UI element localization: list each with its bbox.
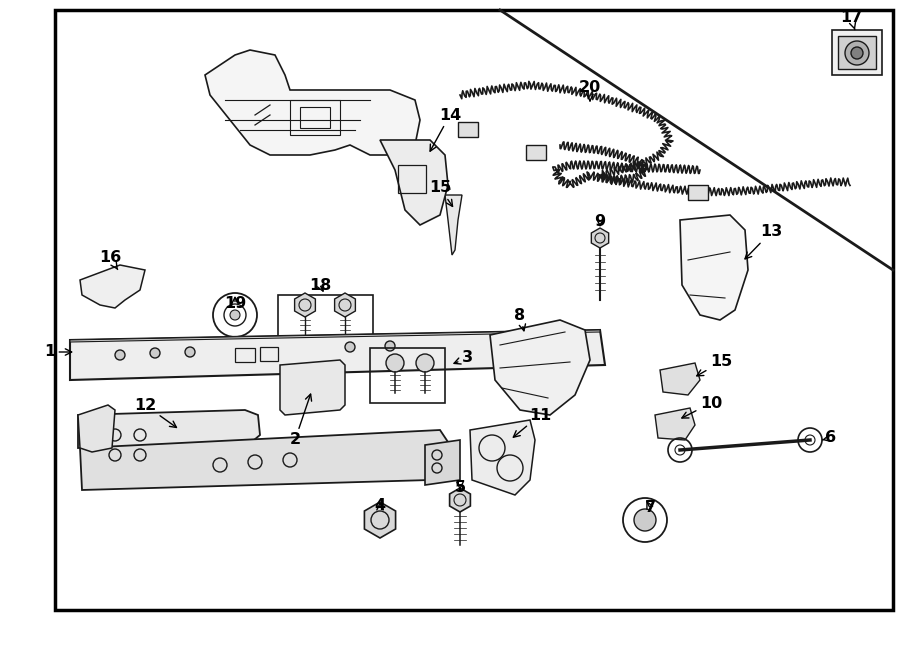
Text: 11: 11 — [513, 407, 551, 437]
Bar — [838, 36, 876, 69]
Text: 9: 9 — [594, 215, 606, 229]
Bar — [526, 145, 546, 160]
Circle shape — [385, 341, 395, 351]
Circle shape — [634, 509, 656, 531]
Text: 20: 20 — [579, 81, 601, 100]
Bar — [832, 30, 882, 75]
Bar — [300, 107, 330, 128]
Polygon shape — [490, 320, 590, 415]
Circle shape — [345, 342, 355, 352]
Text: 16: 16 — [99, 251, 122, 270]
Text: 19: 19 — [224, 295, 246, 311]
Polygon shape — [591, 228, 608, 248]
Polygon shape — [380, 140, 448, 225]
Polygon shape — [470, 420, 535, 495]
Bar — [278, 295, 373, 355]
Text: 8: 8 — [515, 307, 526, 330]
Polygon shape — [78, 410, 260, 448]
Polygon shape — [294, 293, 315, 317]
Polygon shape — [655, 408, 695, 440]
Polygon shape — [660, 363, 700, 395]
Text: 15: 15 — [429, 180, 453, 206]
Text: 2: 2 — [290, 394, 311, 447]
Text: 18: 18 — [309, 278, 331, 293]
Polygon shape — [280, 360, 345, 415]
Bar — [290, 100, 340, 135]
Bar — [688, 185, 708, 200]
Polygon shape — [70, 330, 600, 342]
Circle shape — [230, 310, 240, 320]
Text: 4: 4 — [374, 498, 385, 512]
Text: 17: 17 — [840, 11, 862, 30]
Circle shape — [416, 354, 434, 372]
Circle shape — [115, 350, 125, 360]
Circle shape — [386, 354, 404, 372]
Text: 12: 12 — [134, 397, 176, 428]
Polygon shape — [205, 50, 420, 155]
Text: 10: 10 — [682, 395, 722, 418]
Circle shape — [185, 347, 195, 357]
Text: 13: 13 — [745, 225, 782, 259]
Text: 7: 7 — [644, 500, 655, 516]
Polygon shape — [70, 330, 605, 380]
Polygon shape — [425, 440, 460, 485]
Polygon shape — [364, 502, 396, 538]
Text: 1: 1 — [44, 344, 72, 360]
Circle shape — [845, 41, 869, 65]
Bar — [260, 347, 278, 361]
Polygon shape — [335, 293, 356, 317]
Bar — [458, 122, 478, 137]
Circle shape — [150, 348, 160, 358]
Polygon shape — [80, 265, 145, 308]
Polygon shape — [450, 488, 471, 512]
Text: 3: 3 — [454, 350, 473, 366]
Text: 5: 5 — [454, 481, 465, 496]
Bar — [398, 165, 426, 193]
Polygon shape — [680, 215, 748, 320]
Bar — [235, 348, 255, 362]
Polygon shape — [80, 430, 450, 490]
Bar — [370, 348, 445, 403]
Circle shape — [851, 47, 863, 59]
Polygon shape — [445, 195, 462, 255]
Text: 6: 6 — [823, 430, 836, 446]
Text: 15: 15 — [697, 354, 733, 376]
Polygon shape — [78, 405, 115, 452]
Text: 14: 14 — [430, 108, 461, 151]
